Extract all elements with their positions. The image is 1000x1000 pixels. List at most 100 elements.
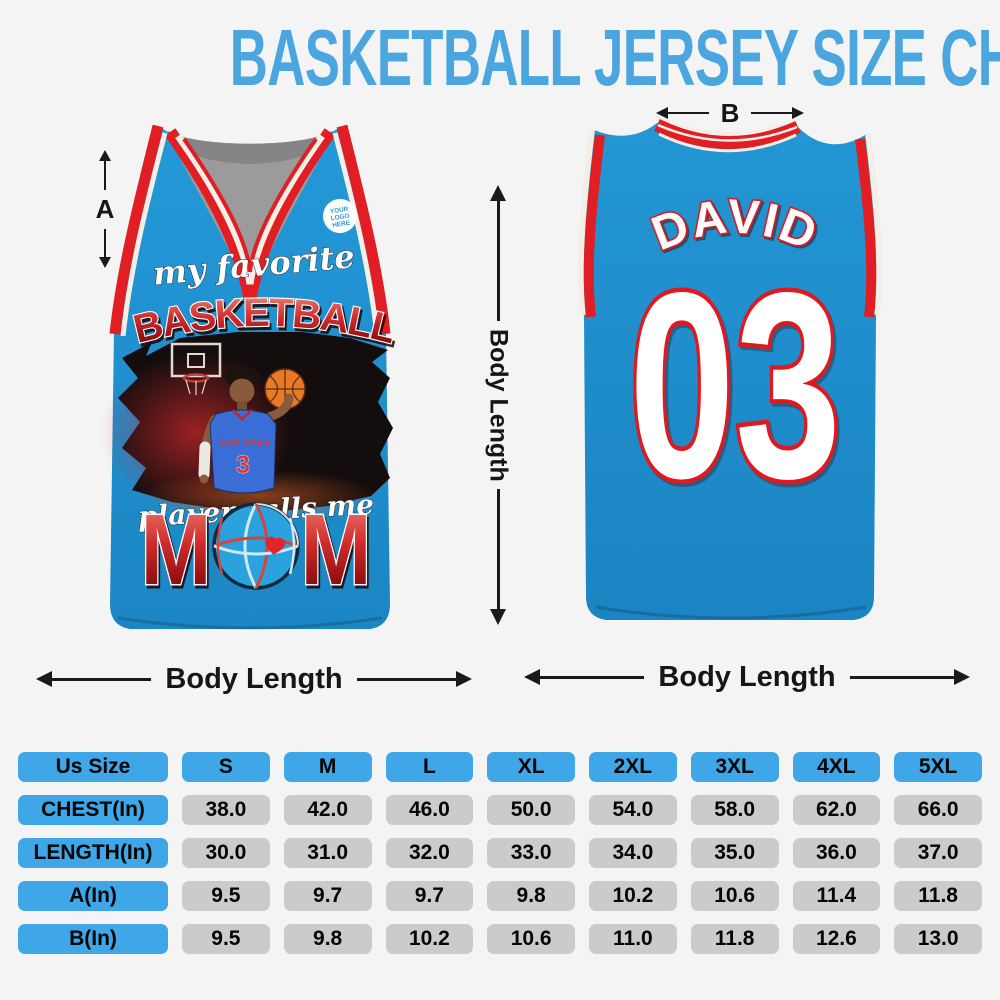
- arrow-right-icon: [954, 669, 971, 685]
- arrow-up-icon: [99, 150, 111, 161]
- player-arm-sleeve: [198, 441, 211, 480]
- size-table-header-cell: XL: [487, 752, 575, 782]
- size-table-value-cell: 46.0: [385, 795, 474, 825]
- player-hand: [199, 474, 209, 484]
- size-table-value-cell: 35.0: [690, 838, 779, 868]
- page-title: BASKETBALL JERSEY SIZE CHART: [229, 13, 1000, 102]
- back-body-length-arrow: Body Length: [524, 659, 971, 695]
- page-title-wrap: BASKETBALL JERSEY SIZE CHART: [0, 12, 1000, 104]
- mom-letter-right: M: [301, 493, 372, 605]
- size-table-value-cell: 38.0: [182, 795, 270, 825]
- arrow-down-icon: [99, 257, 111, 268]
- size-table: Us Size S M L XL 2XL 3XL 4XL 5XL CHEST(I…: [18, 752, 982, 954]
- measure-a-arrow: A: [88, 150, 122, 268]
- back-armhole-right-red: [855, 138, 877, 318]
- arrow-up-icon: [490, 185, 506, 201]
- size-table-value-cell: 10.2: [385, 924, 474, 954]
- size-table-value-cell: 9.8: [487, 881, 575, 911]
- size-table-value-cell: 36.0: [792, 838, 881, 868]
- mom-basketball-o: [212, 502, 300, 590]
- size-table-header-cell: Us Size: [18, 752, 168, 782]
- mom-word: M M: [139, 492, 373, 607]
- size-table-header-cell: 5XL: [894, 752, 982, 782]
- size-table-value-cell: 42.0: [283, 795, 372, 825]
- body-length-vertical-arrow: Body Length: [481, 185, 515, 626]
- size-table-header-cell: 4XL: [792, 752, 881, 782]
- size-table-value-cell: 50.0: [487, 795, 575, 825]
- arrow-right-icon: [456, 671, 473, 687]
- size-table-value-cell: 10.6: [487, 924, 575, 954]
- measure-b-arrow: B: [656, 98, 804, 128]
- size-table-value-cell: 34.0: [589, 838, 677, 868]
- player-photo-block: TEAM NAME 3: [101, 332, 393, 522]
- size-table-value-cell: 13.0: [894, 924, 982, 954]
- back-armhole-left-red: [583, 134, 605, 318]
- front-armhole-right-red: [336, 124, 391, 335]
- front-jersey-illustration: YOUR LOGO HERE my favorite BASKETBALL: [101, 124, 403, 630]
- size-table-value-cell: 62.0: [792, 795, 881, 825]
- measure-a-label: A: [95, 193, 115, 224]
- logo-placeholder: YOUR LOGO HERE: [323, 199, 357, 233]
- size-table-value-cell: 9.5: [182, 924, 270, 954]
- size-table-value-cell: 10.6: [690, 881, 779, 911]
- size-table-header-cell: S: [182, 752, 270, 782]
- arrow-left-icon: [524, 669, 540, 685]
- front-armhole-left-red: [109, 124, 164, 335]
- size-table-value-cell: 33.0: [487, 838, 575, 868]
- back-armhole-right-white: [865, 132, 883, 316]
- front-hem-shadow: [117, 616, 383, 630]
- player-jersey-team: TEAM NAME: [215, 437, 271, 447]
- size-table-row-label: LENGTH(In): [18, 838, 168, 868]
- front-jersey-neck-opening: [168, 131, 332, 296]
- size-table-value-cell: 9.7: [283, 881, 372, 911]
- size-table-row-label: B(In): [18, 924, 168, 954]
- logo-line-2: LOGO: [330, 213, 350, 223]
- player-jersey: [209, 409, 277, 494]
- front-armhole-left-white: [120, 132, 168, 337]
- back-jersey-body: [580, 123, 880, 620]
- player-figure: TEAM NAME 3: [198, 366, 306, 494]
- size-table-value-cell: 11.8: [690, 924, 779, 954]
- back-hem-shadow: [595, 605, 867, 620]
- size-table-header-cell: 2XL: [589, 752, 677, 782]
- logo-line-3: HERE: [332, 220, 351, 230]
- size-table-row-label: CHEST(In): [18, 795, 168, 825]
- player-neck: [237, 401, 247, 410]
- back-player-number: 03: [629, 237, 841, 533]
- basketball-seams: [265, 369, 305, 409]
- size-table-value-cell: 30.0: [182, 838, 270, 868]
- size-table-header-cell: L: [385, 752, 474, 782]
- front-body-length-arrow: Body Length: [36, 661, 473, 697]
- size-table-value-cell: 58.0: [690, 795, 779, 825]
- back-jersey-illustration: DAVID 03: [577, 115, 883, 620]
- size-table-value-cell: 11.4: [792, 881, 881, 911]
- size-table-value-cell: 66.0: [894, 795, 982, 825]
- body-length-side-label: Body Length: [484, 328, 513, 482]
- size-table-row-label: A(In): [18, 881, 168, 911]
- mom-letter-left: M: [141, 493, 212, 605]
- size-table-value-cell: 12.6: [792, 924, 881, 954]
- size-table-value-cell: 11.8: [894, 881, 982, 911]
- size-table-value-cell: 54.0: [589, 795, 677, 825]
- basketball-hoop: [170, 342, 222, 395]
- size-table-value-cell: 10.2: [589, 881, 677, 911]
- size-table-header-cell: M: [283, 752, 372, 782]
- size-table-value-cell: 9.7: [385, 881, 474, 911]
- player-jersey-number: 3: [236, 451, 250, 479]
- measure-b-label: B: [720, 97, 740, 128]
- photo-floor-glow: [142, 470, 378, 522]
- back-collar-top-white: [655, 115, 800, 135]
- size-table-value-cell: 9.8: [283, 924, 372, 954]
- logo-line-1: YOUR: [330, 206, 350, 216]
- size-table-value-cell: 9.5: [182, 881, 270, 911]
- size-table-header-cell: 3XL: [690, 752, 779, 782]
- arrow-left-icon: [656, 107, 668, 119]
- back-armhole-left-white: [577, 128, 595, 316]
- front-collar-white-stripe: [175, 133, 325, 285]
- arrow-right-icon: [792, 107, 804, 119]
- front-collar-red-outer: [164, 128, 336, 300]
- back-collar-white-stripe: [657, 123, 798, 142]
- front-armhole-right-white: [332, 132, 380, 337]
- back-collar-bottom-white: [658, 132, 797, 153]
